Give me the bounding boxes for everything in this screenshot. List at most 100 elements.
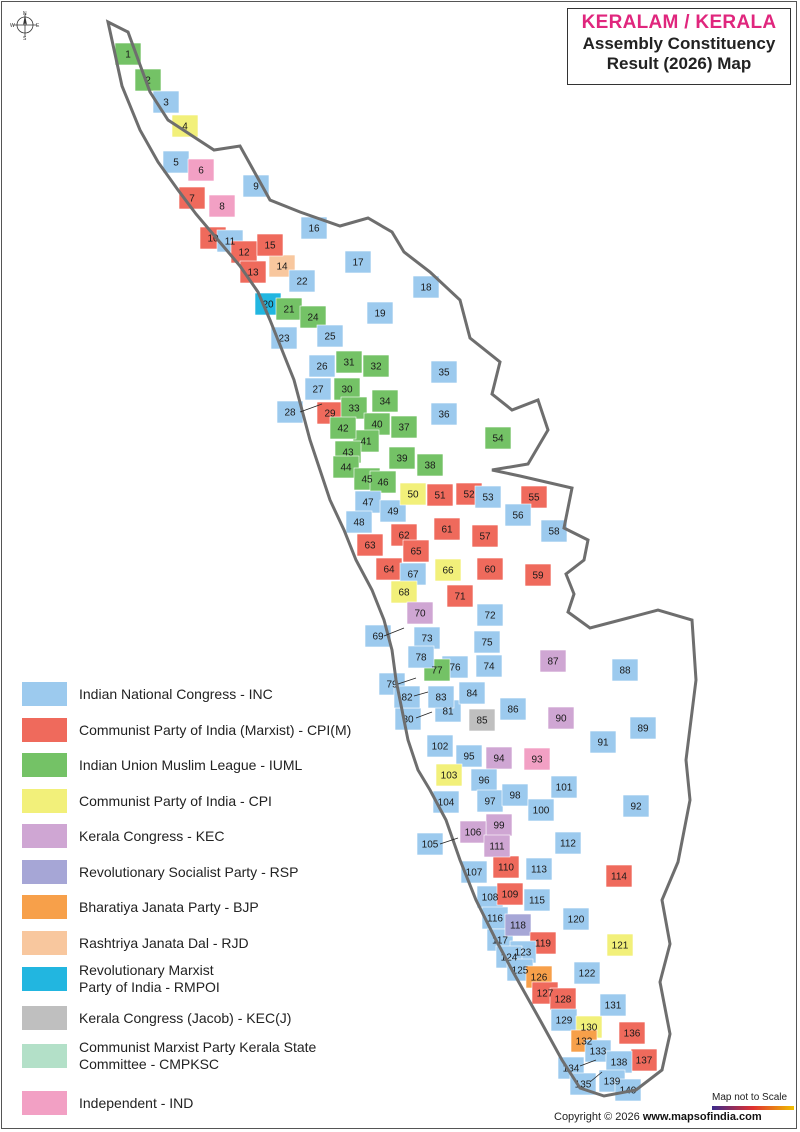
- legend-swatch-cmpksc: [22, 1044, 67, 1068]
- constituency-83-region: [427, 685, 455, 709]
- constituency-70-label: 70: [414, 609, 426, 620]
- constituency-24-region: [299, 305, 327, 329]
- legend-label-bjp: Bharatiya Janata Party - BJP: [79, 898, 259, 915]
- legend-swatch-bjp: [22, 895, 67, 919]
- constituency-65-region: [402, 539, 430, 563]
- constituency-117-label: 117: [492, 936, 508, 947]
- constituency-102-label: 102: [432, 742, 449, 753]
- constituency-23-label: 23: [278, 334, 290, 345]
- constituency-56-region: [504, 503, 532, 527]
- constituency-38-region: [416, 453, 444, 477]
- leader-line-28: [299, 403, 323, 413]
- constituency-1-label: 1: [125, 50, 131, 61]
- constituency-25-label: 25: [324, 332, 336, 343]
- constituency-123-label: 123: [515, 948, 532, 959]
- constituency-121-region: [606, 933, 634, 957]
- constituency-15-region: [256, 233, 284, 257]
- constituency-7-label: 7: [189, 194, 195, 205]
- constituency-63-label: 63: [364, 541, 376, 552]
- constituency-139-label: 139: [604, 1077, 621, 1088]
- constituency-32-label: 32: [370, 362, 382, 373]
- constituency-81-label: 81: [442, 707, 454, 718]
- constituency-86-region: [499, 697, 527, 721]
- constituency-109-label: 109: [502, 890, 519, 901]
- legend-item-rsp: Revolutionary Socialist Party - RSP: [22, 854, 298, 890]
- compass-rose-icon: N E S W: [10, 11, 40, 40]
- constituency-121-label: 121: [612, 941, 629, 952]
- constituency-74-region: [475, 654, 503, 678]
- constituency-63-region: [356, 533, 384, 557]
- legend-label-cpi: Communist Party of India - CPI: [79, 792, 272, 809]
- map-title-line3: Result (2026) Map: [606, 54, 752, 73]
- constituency-40-label: 40: [371, 420, 383, 431]
- constituency-37-label: 37: [398, 423, 410, 434]
- constituency-75-label: 75: [481, 638, 493, 649]
- legend-swatch-rsp: [22, 860, 67, 884]
- constituency-96-label: 96: [478, 776, 490, 787]
- constituency-32-region: [362, 354, 390, 378]
- constituency-127-label: 127: [537, 989, 554, 1000]
- legend-swatch-iuml: [22, 753, 67, 777]
- constituency-112-region: [554, 831, 582, 855]
- constituency-42-region: [329, 416, 357, 440]
- constituency-76-label: 76: [449, 663, 461, 674]
- constituency-98-region: [501, 783, 529, 807]
- map-title-state: KERALAM / KERALA: [581, 12, 777, 33]
- constituency-68-label: 68: [398, 588, 410, 599]
- constituency-15-label: 15: [264, 241, 276, 252]
- constituency-53-region: [474, 485, 502, 509]
- constituency-71-label: 71: [454, 592, 466, 603]
- constituency-52-label: 52: [463, 490, 475, 501]
- map-title-box: KERALAM / KERALA Assembly Constituency R…: [567, 8, 791, 85]
- constituency-124-label: 124: [501, 953, 518, 964]
- constituency-110-label: 110: [498, 863, 514, 874]
- constituency-2-region: [134, 68, 162, 92]
- constituency-114-region: [605, 864, 633, 888]
- constituency-5-label: 5: [173, 158, 179, 169]
- constituency-20-label: 20: [262, 300, 274, 311]
- constituency-103-region: [435, 763, 463, 787]
- constituency-94-region: [485, 746, 513, 770]
- legend-label-inc: Indian National Congress - INC: [79, 685, 273, 702]
- constituency-135-region: [569, 1072, 597, 1096]
- constituency-27-region: [304, 377, 332, 401]
- constituency-78-region: [407, 645, 435, 669]
- constituency-87-region: [539, 649, 567, 673]
- constituency-89-region: [629, 716, 657, 740]
- constituency-133-label: 133: [590, 1047, 607, 1058]
- constituency-120-label: 120: [568, 915, 585, 926]
- constituency-107-label: 107: [466, 868, 483, 879]
- constituency-28-label: 28: [284, 408, 296, 419]
- constituency-31-label: 31: [343, 358, 355, 369]
- legend-item-cpim: Communist Party of India (Marxist) - CPI…: [22, 712, 351, 748]
- constituency-101-region: [550, 775, 578, 799]
- constituency-8-label: 8: [219, 202, 225, 213]
- constituency-18-label: 18: [420, 283, 432, 294]
- constituency-106-label: 106: [465, 828, 482, 839]
- constituency-77-label: 77: [431, 666, 443, 677]
- constituency-129-label: 129: [556, 1016, 573, 1027]
- legend-item-ind: Independent - IND: [22, 1085, 193, 1121]
- constituency-118-label: 118: [510, 921, 526, 932]
- constituency-119-label: 119: [535, 939, 551, 950]
- constituency-10-label: 10: [207, 234, 219, 245]
- legend-label-rjd: Rashtriya Janata Dal - RJD: [79, 934, 249, 951]
- constituency-46-region: [369, 470, 397, 494]
- leader-line-79: [397, 677, 417, 685]
- constituency-66-region: [434, 558, 462, 582]
- constituency-62-label: 62: [398, 531, 410, 542]
- leader-line-134: [579, 1059, 597, 1067]
- constituency-126-label: 126: [531, 973, 548, 984]
- constituency-26-region: [308, 354, 336, 378]
- legend-item-rmpoi: Revolutionary Marxist Party of India - RM…: [22, 961, 220, 997]
- constituency-13-label: 13: [247, 268, 259, 279]
- constituency-46-label: 46: [377, 478, 389, 489]
- constituency-18-region: [412, 275, 440, 299]
- legend-swatch-ind: [22, 1091, 67, 1115]
- map-title-line2: Assembly Constituency: [582, 34, 776, 53]
- constituency-122-region: [573, 961, 601, 985]
- constituency-57-label: 57: [479, 532, 491, 543]
- legend-swatch-kecj: [22, 1006, 67, 1030]
- constituency-95-region: [455, 744, 483, 768]
